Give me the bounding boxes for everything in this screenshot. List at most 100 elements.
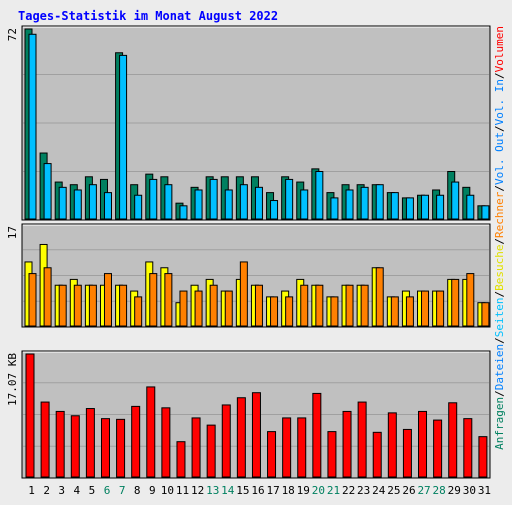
x-tick-label-day-3: 3 xyxy=(58,484,65,497)
bar-volume-day-11 xyxy=(176,441,186,478)
bar-volume-day-25 xyxy=(387,412,397,478)
legend-entry-anfragen: Anfragen xyxy=(493,397,506,450)
chart-title: Tages-Statistik im Monat August 2022 xyxy=(18,9,278,23)
bar-volume-day-18 xyxy=(282,417,292,478)
x-tick-label-day-18: 18 xyxy=(282,484,295,497)
bar-volume-day-7 xyxy=(116,418,126,478)
bar-visits-sites-rechner-day-16 xyxy=(254,284,263,327)
bar-hits-files-pages-dateien-day-2 xyxy=(43,163,52,220)
bar-visits-sites-rechner-day-13 xyxy=(209,284,218,327)
legend-right: Anfragen/Dateien/Seiten/Besuche/Rechner/… xyxy=(493,26,506,450)
panel-3-ymax-label: 17.07 KB xyxy=(6,353,19,406)
bar-volume-day-28 xyxy=(433,419,443,478)
x-tick-label-day-25: 25 xyxy=(387,484,400,497)
bar-hits-files-pages-dateien-day-20 xyxy=(315,171,324,220)
x-tick-label-day-12: 12 xyxy=(191,484,204,497)
x-tick-label-day-21: 21 xyxy=(327,484,340,497)
bar-hits-files-pages-dateien-day-18 xyxy=(285,178,294,220)
bar-visits-sites-rechner-day-8 xyxy=(134,296,143,327)
bar-volume-day-9 xyxy=(146,386,156,478)
x-tick-label-day-23: 23 xyxy=(357,484,370,497)
bar-hits-files-pages-dateien-day-24 xyxy=(375,184,384,220)
bar-hits-files-pages-dateien-day-13 xyxy=(209,178,218,220)
bar-hits-files-pages-dateien-day-22 xyxy=(345,189,354,220)
x-tick-label-day-9: 9 xyxy=(149,484,156,497)
bar-visits-sites-rechner-day-29 xyxy=(451,278,460,327)
bar-visits-sites-rechner-day-12 xyxy=(194,290,203,327)
bar-volume-day-21 xyxy=(327,431,337,478)
bar-volume-day-2 xyxy=(40,401,50,478)
bar-volume-day-31 xyxy=(478,436,488,478)
bar-hits-files-pages-dateien-day-29 xyxy=(451,181,460,220)
legend-separator: / xyxy=(493,337,506,344)
bar-visits-sites-rechner-day-26 xyxy=(405,296,414,327)
bar-volume-day-16 xyxy=(251,392,261,478)
legend-entry-rechner: Rechner xyxy=(493,191,506,238)
bar-visits-sites-rechner-day-22 xyxy=(345,284,354,327)
legend-separator: / xyxy=(493,72,506,79)
bar-volume-day-4 xyxy=(70,415,80,478)
x-tick-label-day-16: 16 xyxy=(251,484,264,497)
x-tick-label-day-31: 31 xyxy=(478,484,491,497)
bar-hits-files-pages-dateien-day-9 xyxy=(149,178,158,220)
bar-hits-files-pages-dateien-day-10 xyxy=(164,184,173,220)
x-tick-label-day-4: 4 xyxy=(74,484,81,497)
bar-volume-day-19 xyxy=(297,417,307,478)
bar-volume-day-17 xyxy=(267,431,277,478)
legend-entry-volumen: Volumen xyxy=(493,26,506,72)
bar-hits-files-pages-dateien-day-3 xyxy=(58,186,67,220)
x-tick-label-day-14: 14 xyxy=(221,484,235,497)
x-tick-label-day-17: 17 xyxy=(266,484,279,497)
panel-2-ymax-label: 17 xyxy=(6,226,19,239)
bar-visits-sites-rechner-day-3 xyxy=(58,284,67,327)
bar-visits-sites-rechner-day-6 xyxy=(103,273,112,327)
bar-hits-files-pages-dateien-day-11 xyxy=(179,205,188,220)
panel-1-ymax-label: 72 xyxy=(6,28,19,41)
bar-visits-sites-rechner-day-23 xyxy=(360,284,369,327)
legend-separator: / xyxy=(493,185,506,192)
bar-visits-sites-rechner-day-11 xyxy=(179,290,188,327)
x-tick-label-day-8: 8 xyxy=(134,484,141,497)
x-tick-label-day-20: 20 xyxy=(312,484,325,497)
bar-volume-day-24 xyxy=(372,431,382,478)
bar-hits-files-pages-dateien-day-4 xyxy=(73,189,82,220)
bar-visits-sites-rechner-day-30 xyxy=(466,273,475,327)
bar-volume-day-12 xyxy=(191,417,201,478)
bar-volume-day-1 xyxy=(25,353,35,478)
bar-hits-files-pages-dateien-day-26 xyxy=(405,197,414,220)
bar-visits-sites-rechner-day-17 xyxy=(270,296,279,327)
bar-visits-sites-rechner-day-2 xyxy=(43,267,52,327)
x-tick-label-day-22: 22 xyxy=(342,484,355,497)
bar-volume-day-27 xyxy=(418,410,428,478)
bar-volume-day-5 xyxy=(85,408,95,478)
x-tick-label-day-28: 28 xyxy=(433,484,446,497)
legend-separator: / xyxy=(493,125,506,132)
legend-entry-dateien: Dateien xyxy=(493,344,506,390)
x-tick-label-day-29: 29 xyxy=(448,484,461,497)
x-tick-label-day-5: 5 xyxy=(89,484,96,497)
bar-visits-sites-rechner-day-9 xyxy=(149,273,158,327)
bar-visits-sites-rechner-day-31 xyxy=(481,302,490,327)
bar-hits-files-pages-dateien-day-1 xyxy=(28,33,37,220)
bar-hits-files-pages-dateien-day-14 xyxy=(224,189,233,220)
bar-volume-day-20 xyxy=(312,392,322,478)
bar-visits-sites-rechner-day-21 xyxy=(330,296,339,327)
legend-separator: / xyxy=(493,291,506,298)
bar-hits-files-pages-dateien-day-28 xyxy=(436,194,445,220)
bar-visits-sites-rechner-day-7 xyxy=(119,284,128,327)
bar-hits-files-pages-dateien-day-30 xyxy=(466,194,475,220)
bar-volume-day-26 xyxy=(402,428,412,478)
bar-hits-files-pages-dateien-day-12 xyxy=(194,189,203,220)
bar-hits-files-pages-dateien-day-25 xyxy=(390,192,399,220)
x-tick-label-day-26: 26 xyxy=(402,484,415,497)
y-axis-labels: 72 17 17.07 KB xyxy=(6,28,19,406)
bar-volume-day-3 xyxy=(55,410,65,478)
x-tick-label-day-11: 11 xyxy=(176,484,189,497)
x-tick-label-day-6: 6 xyxy=(104,484,111,497)
bar-hits-files-pages-dateien-day-15 xyxy=(239,184,248,220)
bar-hits-files-pages-dateien-day-23 xyxy=(360,186,369,220)
legend-separator: / xyxy=(493,238,506,245)
bar-visits-sites-rechner-day-10 xyxy=(164,273,173,327)
bar-hits-files-pages-dateien-day-5 xyxy=(88,184,97,220)
